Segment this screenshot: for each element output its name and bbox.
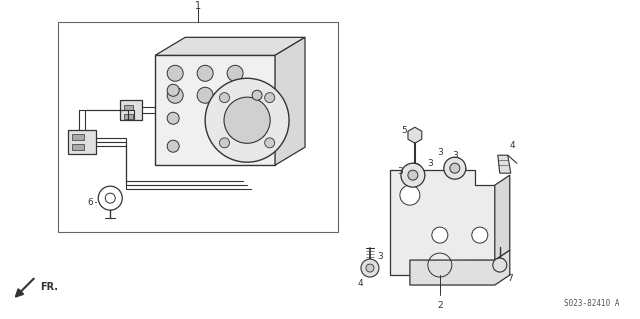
Text: 1: 1 — [195, 1, 201, 11]
Circle shape — [224, 97, 270, 143]
Circle shape — [205, 78, 289, 162]
Text: 2: 2 — [437, 300, 443, 309]
Circle shape — [227, 65, 243, 81]
Polygon shape — [155, 55, 275, 165]
Circle shape — [408, 163, 422, 177]
Text: FR.: FR. — [40, 282, 58, 292]
Circle shape — [444, 157, 466, 179]
Circle shape — [265, 93, 275, 103]
Bar — [72, 134, 84, 140]
Circle shape — [432, 227, 448, 243]
Polygon shape — [495, 175, 510, 260]
Circle shape — [227, 87, 243, 103]
Circle shape — [220, 138, 230, 148]
Polygon shape — [390, 170, 495, 275]
Text: 7: 7 — [507, 274, 513, 283]
Circle shape — [472, 227, 488, 243]
Text: 4: 4 — [357, 278, 363, 287]
Circle shape — [450, 163, 460, 173]
Text: 3: 3 — [437, 148, 443, 157]
Circle shape — [366, 264, 374, 272]
Polygon shape — [120, 100, 142, 120]
Circle shape — [401, 163, 425, 187]
Text: 5: 5 — [401, 126, 407, 135]
Bar — [72, 144, 84, 150]
Polygon shape — [498, 155, 511, 173]
Text: 6: 6 — [88, 198, 93, 207]
Circle shape — [252, 90, 262, 100]
Circle shape — [400, 185, 420, 205]
Text: 3: 3 — [427, 159, 433, 168]
Text: 4: 4 — [510, 141, 516, 150]
Bar — [124, 114, 133, 119]
Circle shape — [265, 138, 275, 148]
Circle shape — [361, 259, 379, 277]
Circle shape — [493, 258, 507, 272]
Text: 3: 3 — [377, 252, 383, 261]
Bar — [58, 22, 338, 232]
Circle shape — [197, 87, 213, 103]
Circle shape — [167, 84, 179, 96]
Circle shape — [167, 140, 179, 152]
Polygon shape — [410, 250, 510, 285]
Polygon shape — [275, 37, 305, 165]
Circle shape — [408, 170, 418, 180]
Text: 3: 3 — [397, 167, 403, 176]
Circle shape — [167, 65, 183, 81]
Circle shape — [197, 65, 213, 81]
Text: S023-82410 A: S023-82410 A — [564, 299, 620, 308]
Polygon shape — [408, 127, 422, 143]
Circle shape — [167, 112, 179, 124]
Bar — [124, 105, 133, 110]
Circle shape — [220, 93, 230, 103]
Text: 3: 3 — [452, 151, 458, 160]
Polygon shape — [68, 130, 96, 154]
Circle shape — [167, 87, 183, 103]
Polygon shape — [155, 37, 305, 55]
